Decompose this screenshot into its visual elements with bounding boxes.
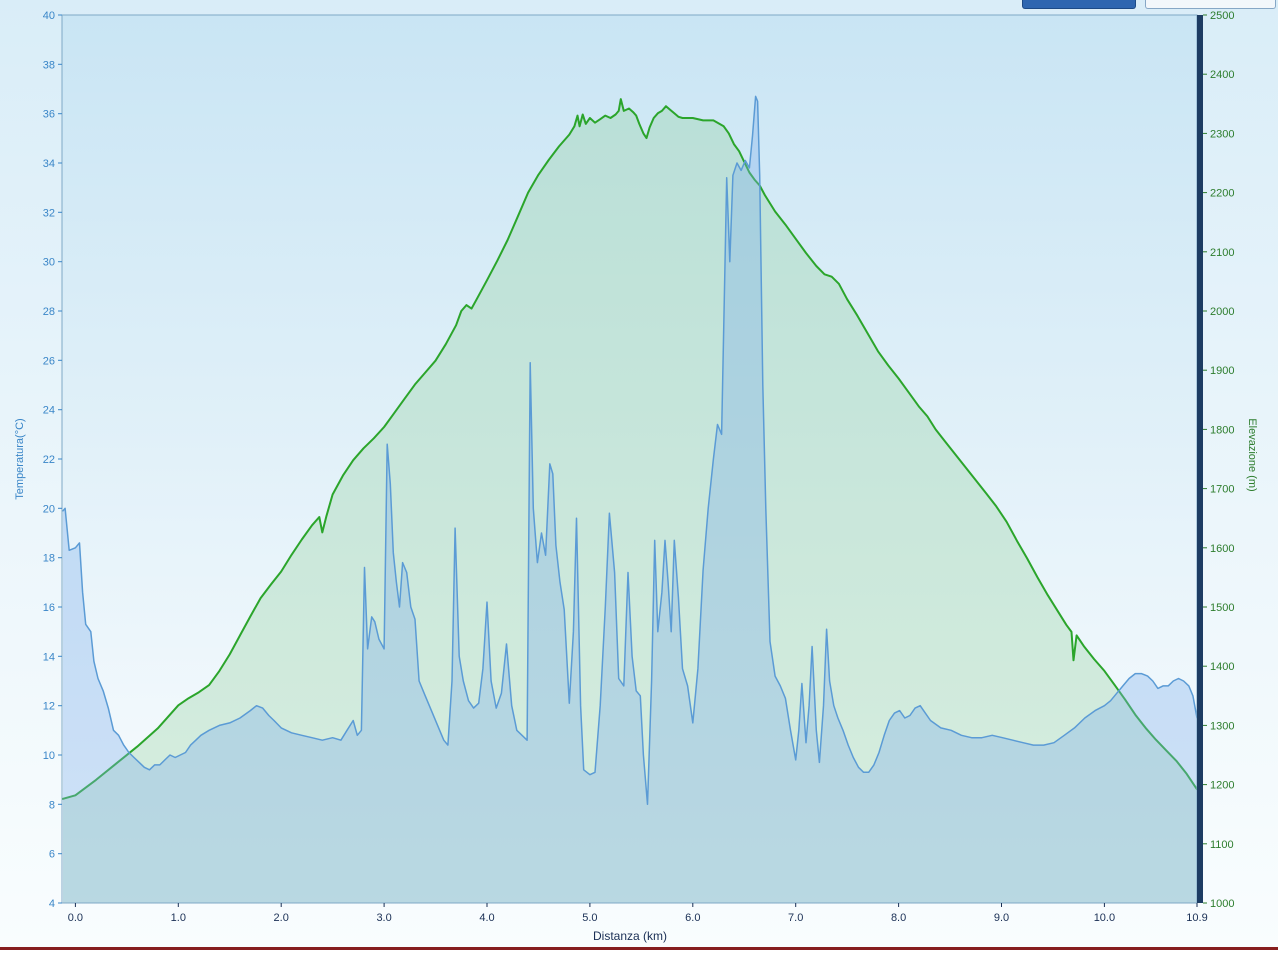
right-axis-bar <box>1197 15 1203 903</box>
temperature-series-line <box>62 95 1198 806</box>
partial-toolbar-button-secondary[interactable] <box>1145 0 1276 9</box>
left-axis-tick-label: 18 <box>43 553 55 565</box>
left-axis-tick-label: 22 <box>43 454 55 466</box>
x-axis-tick-label: 10.9 <box>1186 912 1207 924</box>
x-axis-tick-label: 3.0 <box>376 912 391 924</box>
x-axis-tick-label: 7.0 <box>788 912 803 924</box>
x-axis-tick-label: 9.0 <box>994 912 1009 924</box>
x-axis-tick-label: 2.0 <box>274 912 289 924</box>
elevation-series-line <box>62 98 1198 800</box>
elevation-series-area <box>63 99 1197 904</box>
left-axis-tick-label: 20 <box>43 503 55 515</box>
right-axis-tick-label: 1500 <box>1210 602 1234 614</box>
right-axis-tick-label: 1300 <box>1210 720 1234 732</box>
right-axis-tick-label: 1100 <box>1210 839 1234 851</box>
left-axis-tick-label: 4 <box>49 898 55 910</box>
x-axis-tick-label: 6.0 <box>685 912 700 924</box>
right-axis-tick-label: 1800 <box>1210 424 1234 436</box>
right-axis-tick-label: 1200 <box>1210 780 1234 792</box>
right-axis-tick-label: 2400 <box>1210 69 1234 81</box>
right-axis-tick-label: 1600 <box>1210 543 1234 555</box>
left-axis-title: Temperatura(°C) <box>14 418 26 500</box>
x-axis-title: Distanza (km) <box>592 929 668 943</box>
plot-area <box>62 15 1197 903</box>
left-axis-tick-label: 8 <box>49 799 55 811</box>
left-axis-tick-label: 32 <box>43 207 55 219</box>
right-axis-tick-label: 2200 <box>1210 188 1234 200</box>
left-axis-tick-label: 24 <box>43 405 55 417</box>
x-axis-tick-label: 4.0 <box>479 912 494 924</box>
x-axis-tick-label: 0.0 <box>68 912 83 924</box>
temperature-series-area <box>63 96 1197 903</box>
x-axis-tick-label: 8.0 <box>891 912 906 924</box>
right-axis-tick-label: 1400 <box>1210 661 1234 673</box>
right-axis-title: Elevazione (m) <box>1246 418 1258 492</box>
right-axis-tick-label: 2300 <box>1210 128 1234 140</box>
right-axis-tick-label: 1900 <box>1210 365 1234 377</box>
left-axis-tick-label: 6 <box>49 849 55 861</box>
left-axis-tick-label: 30 <box>43 257 55 269</box>
left-axis-tick-label: 26 <box>43 355 55 367</box>
bottom-divider <box>0 947 1278 950</box>
right-axis-tick-label: 1000 <box>1210 898 1234 910</box>
x-axis-tick-label: 1.0 <box>171 912 186 924</box>
left-axis-tick-label: 14 <box>43 651 55 663</box>
left-axis-tick-label: 10 <box>43 750 55 762</box>
right-axis-tick-label: 1700 <box>1210 484 1234 496</box>
right-axis-tick-label: 2000 <box>1210 306 1234 318</box>
left-axis-tick-label: 28 <box>43 306 55 318</box>
left-axis-tick-label: 16 <box>43 602 55 614</box>
left-axis-tick-label: 12 <box>43 701 55 713</box>
right-axis-tick-label: 2100 <box>1210 247 1234 259</box>
left-axis-tick-label: 34 <box>43 158 55 170</box>
x-axis-tick-label: 10.0 <box>1094 912 1115 924</box>
left-axis-tick-label: 38 <box>43 59 55 71</box>
partial-toolbar-button-primary[interactable] <box>1022 0 1136 9</box>
left-axis-tick-label: 40 <box>43 10 55 22</box>
x-axis-tick-label: 5.0 <box>582 912 597 924</box>
right-axis-tick-label: 2500 <box>1210 10 1234 22</box>
left-axis-tick-label: 36 <box>43 109 55 121</box>
